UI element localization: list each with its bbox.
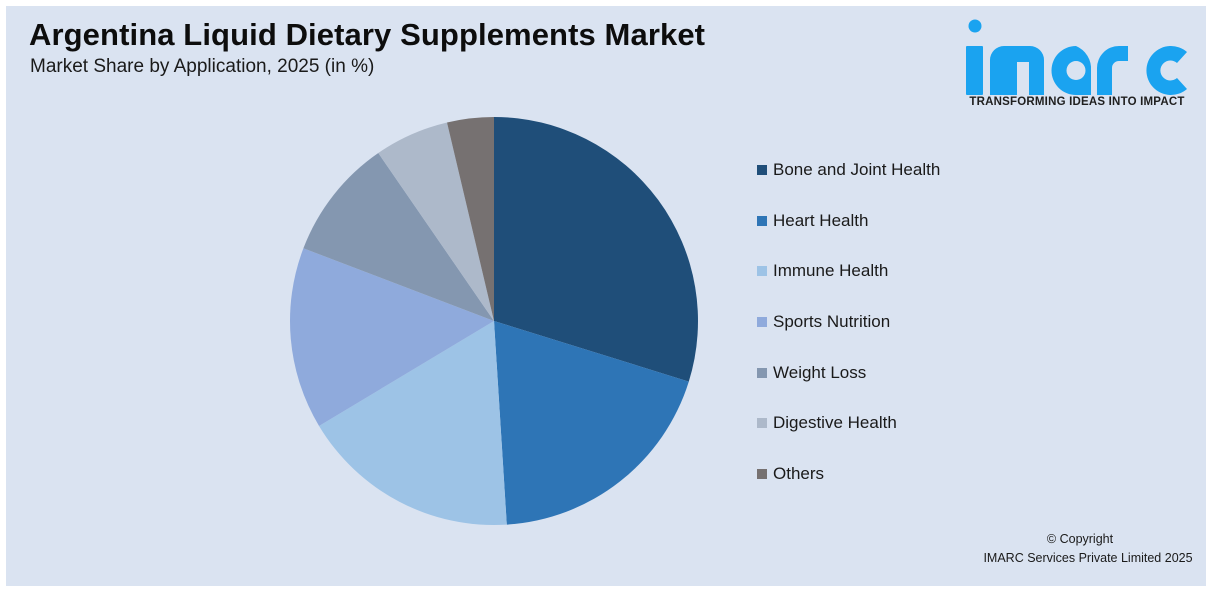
legend-swatch-icon [757, 418, 767, 429]
imarc-logo [958, 10, 1194, 120]
legend-label: Immune Health [773, 261, 889, 281]
legend-item-immune-health: Immune Health [751, 257, 940, 308]
copyright-line-2: IMARC Services Private Limited 2025 [983, 551, 1193, 565]
pie-slice-others [447, 117, 494, 321]
pie-chart-graphic [289, 117, 698, 526]
legend-label: Others [773, 464, 825, 484]
chart-legend: Bone and Joint Health Heart Health Immun… [751, 156, 940, 511]
legend-label: Bone and Joint Health [773, 160, 941, 179]
legend-label: Heart Health [773, 210, 869, 230]
legend-swatch-icon [757, 469, 767, 480]
pie-slice-immune-health [319, 321, 507, 526]
legend-swatch-icon [757, 215, 767, 226]
legend-item-others: Others [751, 460, 940, 511]
logo-tagline: TRANSFORMING IDEAS INTO IMPACT [969, 96, 1185, 108]
legend-item-sports-nutrition: Sports Nutrition [751, 308, 940, 359]
pie-slice-digestive-health [378, 122, 494, 322]
legend-swatch-icon [757, 266, 767, 277]
pie-slice-bone-and-joint-health [494, 117, 698, 382]
legend-item-weight-loss: Weight Loss [751, 359, 940, 410]
legend-label: Sports Nutrition [773, 312, 891, 332]
legend-item-heart-health: Heart Health [751, 207, 940, 258]
legend-label: Weight Loss [773, 362, 867, 382]
legend-item-digestive-health: Digestive Health [751, 409, 940, 460]
legend-swatch-icon [757, 317, 767, 328]
pie-slice-weight-loss [303, 153, 494, 321]
pie-slice-sports-nutrition [289, 248, 494, 426]
copyright-notice: © Copyright IMARC Services Private Limit… [960, 530, 1200, 568]
chart-title: Argentina Liquid Dietary Supplements Mar… [29, 17, 706, 52]
legend-swatch-icon [757, 165, 767, 175]
legend-swatch-icon [757, 367, 767, 378]
legend-label: Digestive Health [773, 413, 897, 433]
pie-chart [284, 111, 704, 531]
copyright-line-1: © Copyright [1046, 532, 1114, 546]
pie-slice-heart-health [494, 321, 689, 525]
legend-item-bone-and-joint-health: Bone and Joint Health [751, 156, 940, 207]
chart-subtitle: Market Share by Application, 2025 (in %) [30, 56, 375, 77]
imarc-wordmark-icon [966, 19, 1187, 95]
